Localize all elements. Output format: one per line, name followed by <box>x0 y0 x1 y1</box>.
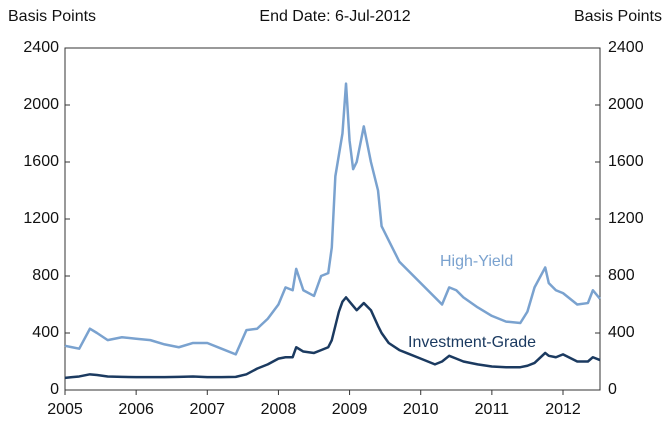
x-tick-label: 2009 <box>332 401 368 418</box>
series-label: Investment-Grade <box>408 334 536 351</box>
line <box>64 82 601 356</box>
x-tick-label: 2007 <box>189 401 225 418</box>
x-tick-label: 2008 <box>261 401 297 418</box>
chart-title: End Date: 6-Jul-2012 <box>259 8 410 25</box>
y-tick-label: 1600 <box>23 153 59 170</box>
y-axis-label: Basis Points <box>8 8 96 25</box>
y2-tick-label: 1200 <box>608 210 644 227</box>
y2-tick-label: 400 <box>608 324 635 341</box>
line <box>64 296 601 380</box>
series-label: High-Yield <box>440 253 513 270</box>
y-tick-label: 2400 <box>23 39 59 56</box>
y-tick-label: 800 <box>32 267 59 284</box>
x-tick-label: 2005 <box>47 401 83 418</box>
y-tick-label: 400 <box>32 324 59 341</box>
y-tick-label: 0 <box>50 381 59 398</box>
y2-tick-label: 1600 <box>608 153 644 170</box>
x-tick-label: 2012 <box>545 401 581 418</box>
y2-tick-label: 0 <box>608 381 617 398</box>
y-tick-label: 2000 <box>23 96 59 113</box>
y2-axis-label: Basis Points <box>574 8 662 25</box>
y2-tick-label: 800 <box>608 267 635 284</box>
y2-tick-label: 2400 <box>608 39 644 56</box>
x-tick-label: 2010 <box>403 401 439 418</box>
y2-tick-label: 2000 <box>608 96 644 113</box>
x-tick-label: 2006 <box>118 401 154 418</box>
y-tick-label: 1200 <box>23 210 59 227</box>
x-tick-label: 2011 <box>475 401 510 418</box>
